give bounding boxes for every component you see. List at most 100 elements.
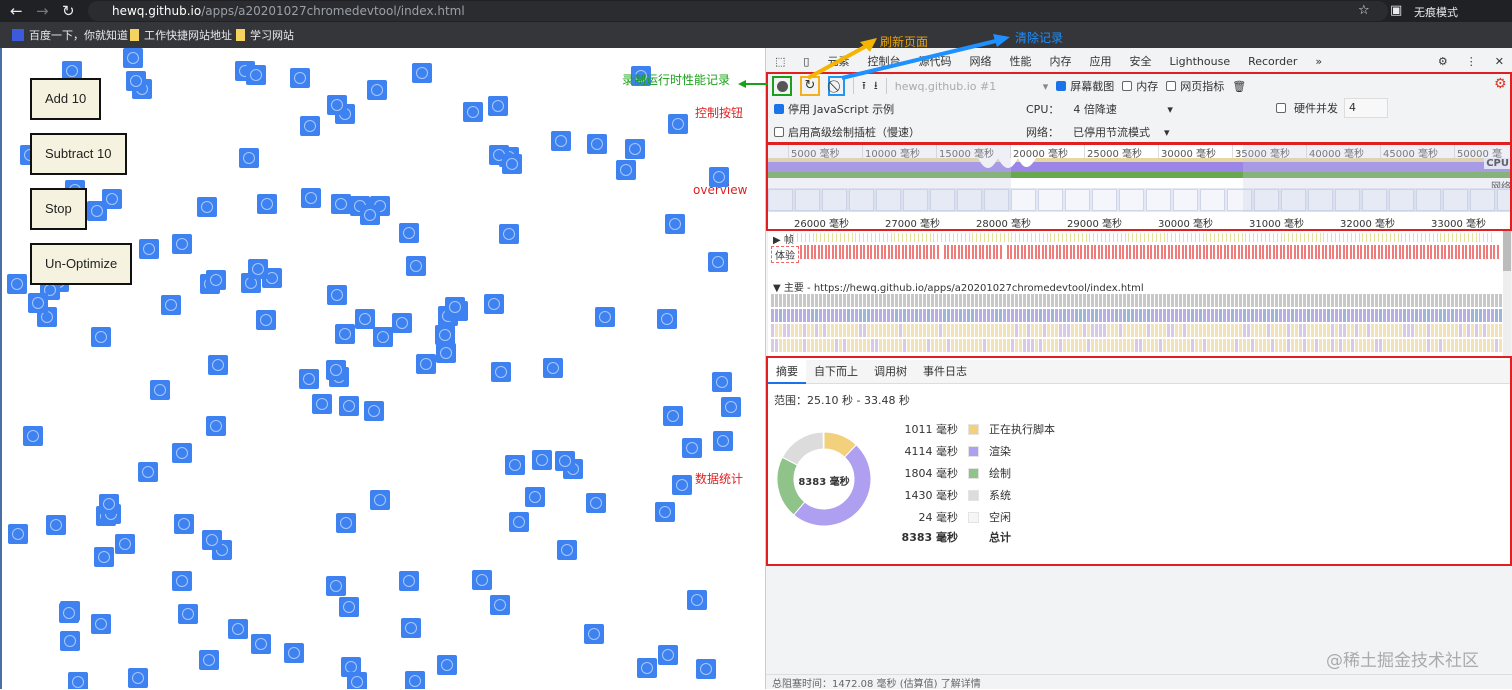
task-bar[interactable] [1119, 294, 1122, 307]
tab-1[interactable]: 控制台 [867, 54, 901, 68]
task-bar[interactable] [979, 339, 982, 352]
task-bar[interactable] [879, 339, 882, 352]
task-bar[interactable] [1335, 309, 1338, 322]
task-bar[interactable] [811, 339, 814, 352]
task-bar[interactable] [1351, 324, 1354, 337]
task-bar[interactable] [803, 294, 806, 307]
task-bar[interactable] [1275, 294, 1278, 307]
address-bar[interactable]: hewq.github.io/apps/a20201027chromedevto… [88, 1, 1388, 21]
task-bar[interactable] [1315, 309, 1318, 322]
task-bar[interactable] [1135, 294, 1138, 307]
task-bar[interactable] [1439, 324, 1442, 337]
task-bar[interactable] [1235, 339, 1238, 352]
task-bar[interactable] [1015, 339, 1018, 352]
task-bar[interactable] [1035, 339, 1038, 352]
task-bar[interactable] [835, 339, 838, 352]
task-bar[interactable] [1287, 294, 1290, 307]
close-icon[interactable]: ✕ [1494, 54, 1504, 68]
task-bar[interactable] [967, 339, 970, 352]
task-bar[interactable] [1319, 339, 1322, 352]
task-bar[interactable] [1291, 309, 1294, 322]
task-bar[interactable] [1023, 324, 1026, 337]
task-bar[interactable] [1403, 294, 1406, 307]
task-bar[interactable] [1383, 324, 1386, 337]
summary-tab-1[interactable]: 自下而上 [814, 365, 858, 378]
task-bar[interactable] [1467, 339, 1470, 352]
task-bar[interactable] [1499, 294, 1502, 307]
task-bar[interactable] [1035, 294, 1038, 307]
task-bar[interactable] [1119, 309, 1122, 322]
task-bar[interactable] [1059, 294, 1062, 307]
task-bar[interactable] [823, 309, 826, 322]
task-bar[interactable] [1179, 339, 1182, 352]
task-bar[interactable] [1435, 339, 1438, 352]
task-bar[interactable] [963, 324, 966, 337]
task-bar[interactable] [1275, 324, 1278, 337]
task-bar[interactable] [1051, 309, 1054, 322]
task-bar[interactable] [1031, 324, 1034, 337]
task-bar[interactable] [1183, 339, 1186, 352]
task-bar[interactable] [959, 309, 962, 322]
task-bar[interactable] [1079, 339, 1082, 352]
task-bar[interactable] [1143, 339, 1146, 352]
task-bar[interactable] [1335, 339, 1338, 352]
task-bar[interactable] [1091, 309, 1094, 322]
task-bar[interactable] [1163, 309, 1166, 322]
task-bar[interactable] [1363, 324, 1366, 337]
hw-concurrency-input[interactable]: 4 [1344, 98, 1388, 118]
task-bar[interactable] [1203, 309, 1206, 322]
task-bar[interactable] [1223, 339, 1226, 352]
task-bar[interactable] [1039, 339, 1042, 352]
task-bar[interactable] [1483, 294, 1486, 307]
task-bar[interactable] [1011, 339, 1014, 352]
task-bar[interactable] [1231, 294, 1234, 307]
task-bar[interactable] [1371, 324, 1374, 337]
task-bar[interactable] [1095, 339, 1098, 352]
task-bar[interactable] [1459, 324, 1462, 337]
task-bar[interactable] [911, 339, 914, 352]
task-bar[interactable] [1275, 339, 1278, 352]
task-bar[interactable] [1079, 324, 1082, 337]
task-bar[interactable] [1187, 339, 1190, 352]
task-bar[interactable] [831, 324, 834, 337]
task-bar[interactable] [895, 309, 898, 322]
task-bar[interactable] [1167, 309, 1170, 322]
task-bar[interactable] [1391, 339, 1394, 352]
task-bar[interactable] [927, 294, 930, 307]
task-bar[interactable] [1299, 324, 1302, 337]
task-bar[interactable] [1259, 324, 1262, 337]
task-bar[interactable] [1419, 324, 1422, 337]
task-bar[interactable] [1331, 309, 1334, 322]
task-bar[interactable] [1067, 339, 1070, 352]
task-bar[interactable] [1339, 294, 1342, 307]
task-bar[interactable] [783, 324, 786, 337]
task-bar[interactable] [1251, 309, 1254, 322]
task-bar[interactable] [1067, 309, 1070, 322]
task-bar[interactable] [879, 294, 882, 307]
task-bar[interactable] [1103, 294, 1106, 307]
task-bar[interactable] [1047, 294, 1050, 307]
task-bar[interactable] [1147, 309, 1150, 322]
task-bar[interactable] [787, 339, 790, 352]
task-bar[interactable] [1111, 324, 1114, 337]
task-bar[interactable] [1211, 339, 1214, 352]
task-bar[interactable] [923, 309, 926, 322]
task-bar[interactable] [915, 324, 918, 337]
task-bar[interactable] [1083, 324, 1086, 337]
task-bar[interactable] [895, 339, 898, 352]
task-bar[interactable] [931, 324, 934, 337]
task-bar[interactable] [847, 324, 850, 337]
task-bar[interactable] [887, 324, 890, 337]
task-bar[interactable] [1071, 309, 1074, 322]
task-bar[interactable] [939, 339, 942, 352]
task-bar[interactable] [1495, 339, 1498, 352]
task-bar[interactable] [903, 294, 906, 307]
subtract-10-button[interactable]: Subtract 10 [30, 133, 127, 175]
task-bar[interactable] [903, 324, 906, 337]
task-bar[interactable] [1283, 309, 1286, 322]
task-bar[interactable] [1083, 294, 1086, 307]
task-bar[interactable] [1451, 339, 1454, 352]
add-10-button[interactable]: Add 10 [30, 78, 102, 120]
flame-chart-scrollbar[interactable] [1503, 231, 1511, 356]
task-bar[interactable] [991, 294, 994, 307]
